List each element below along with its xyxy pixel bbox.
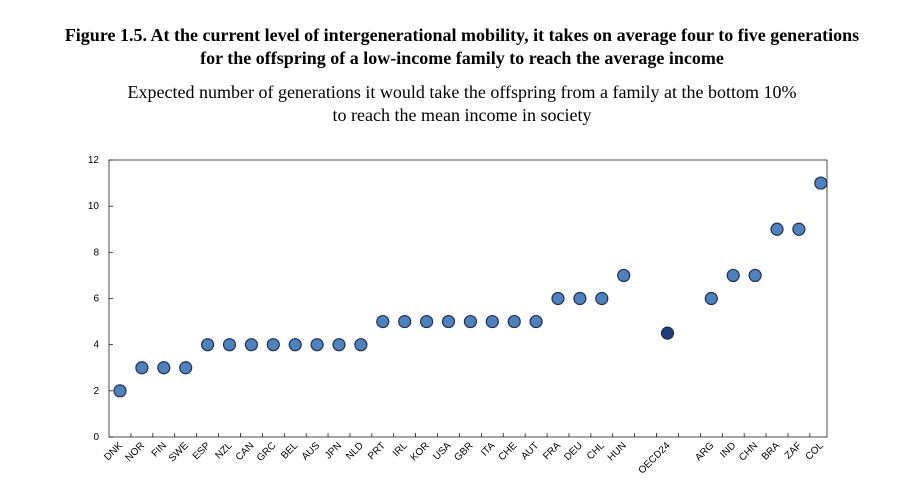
- y-tick-label: 12: [88, 155, 100, 166]
- data-point: [222, 338, 237, 352]
- data-point: [595, 291, 609, 306]
- x-tick-label: AUT: [519, 440, 541, 462]
- data-point: [288, 338, 302, 352]
- y-axis: 0 2 4 6 8 10 12: [88, 155, 113, 443]
- data-point: [507, 314, 521, 329]
- x-tick-label: OECD24: [637, 440, 673, 476]
- x-tick-label: BRA: [760, 440, 783, 463]
- x-tick-label: KOR: [409, 440, 432, 463]
- chart-subtitle-line-2: to reach the mean income in society: [332, 105, 592, 125]
- x-tick-label: HUN: [606, 440, 629, 463]
- x-tick-label: JPN: [323, 440, 344, 461]
- x-tick-label: NZL: [213, 440, 234, 461]
- x-tick-label: NOR: [124, 440, 148, 464]
- x-tick-label: SWE: [167, 440, 191, 464]
- data-point: [748, 268, 762, 283]
- data-point: [354, 338, 368, 352]
- x-tick-label: NLD: [344, 440, 366, 462]
- data-point: [792, 222, 806, 236]
- x-tick-label: AUS: [300, 440, 323, 463]
- data-point: [617, 268, 631, 283]
- data-point: [814, 176, 828, 190]
- data-point: [704, 291, 718, 306]
- x-tick-label: IND: [718, 440, 738, 460]
- data-point: [157, 361, 171, 375]
- y-tick-label: 10: [88, 201, 100, 212]
- x-tick-label: DEU: [562, 440, 585, 463]
- data-point: [332, 338, 346, 352]
- x-tick-label: ARG: [693, 440, 716, 463]
- chart-subtitle-line-1: Expected number of generations it would …: [127, 82, 797, 102]
- data-point: [179, 361, 193, 375]
- chart-title-line-1: Figure 1.5. At the current level of inte…: [64, 25, 860, 45]
- x-tick-label: COL: [804, 440, 827, 463]
- data-point: [463, 314, 477, 329]
- x-tick-label: FRA: [541, 440, 563, 462]
- chart-title: Figure 1.5. At the current level of inte…: [0, 24, 924, 70]
- data-points: [113, 176, 828, 398]
- x-tick-label: ITA: [479, 440, 497, 458]
- data-point: [113, 384, 127, 398]
- data-point: [398, 314, 412, 329]
- data-point: [726, 268, 740, 283]
- chart-title-line-2: for the offspring of a low-income family…: [200, 48, 724, 68]
- y-tick-label: 6: [93, 294, 99, 305]
- chart-subtitle: Expected number of generations it would …: [0, 81, 924, 127]
- y-tick-label: 0: [93, 432, 99, 443]
- x-tick-label: CHL: [585, 440, 607, 462]
- data-point: [201, 338, 215, 352]
- data-point: [529, 314, 543, 329]
- y-tick-label: 8: [93, 247, 99, 258]
- data-point: [551, 291, 565, 306]
- data-point: [420, 314, 434, 329]
- x-tick-label: GBR: [452, 440, 475, 463]
- x-tick-label: CAN: [234, 440, 257, 463]
- x-tick-label: CHN: [737, 440, 760, 463]
- data-point-highlight: [660, 326, 675, 340]
- data-point: [310, 338, 324, 352]
- data-point: [376, 314, 390, 329]
- x-tick-label: GRC: [255, 440, 279, 464]
- data-point: [266, 338, 280, 352]
- x-tick-label: ZAF: [783, 440, 804, 461]
- x-tick-label: IRL: [391, 440, 410, 459]
- x-tick-label: DNK: [102, 440, 125, 463]
- data-point: [770, 222, 784, 236]
- x-tick-label: USA: [431, 440, 454, 463]
- data-point: [573, 291, 587, 306]
- data-point: [135, 361, 149, 375]
- data-point: [244, 338, 258, 352]
- y-tick-label: 2: [93, 386, 99, 397]
- x-tick-label: ESP: [191, 440, 213, 462]
- x-tick-label: CHE: [497, 440, 520, 463]
- x-tick-label: BEL: [279, 440, 300, 461]
- y-tick-label: 4: [93, 340, 99, 351]
- plot-frame: [108, 159, 828, 438]
- x-tick-label: PRT: [366, 440, 388, 462]
- data-point: [485, 314, 499, 329]
- data-point: [441, 314, 456, 329]
